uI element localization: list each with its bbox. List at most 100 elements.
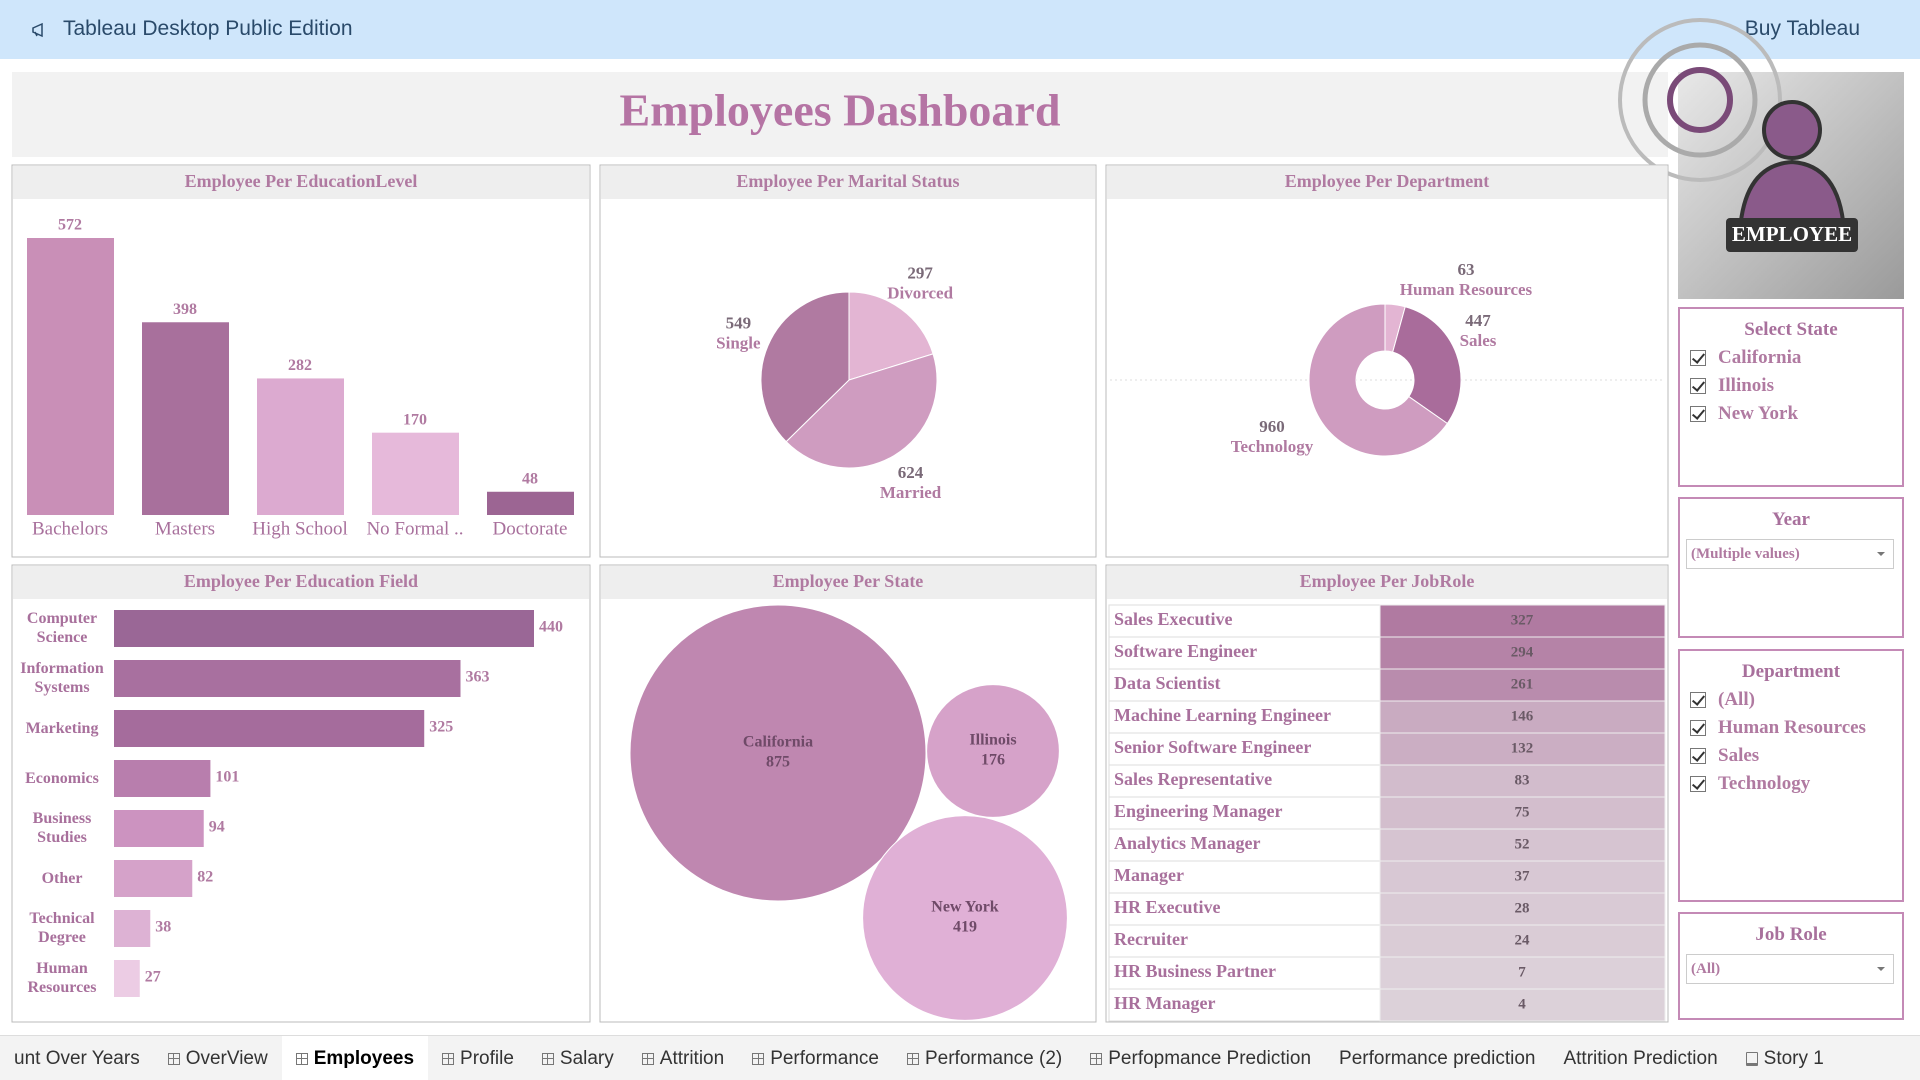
panel-header: [601, 566, 1095, 599]
bar: [142, 322, 229, 515]
row-label: Machine Learning Engineer: [1114, 705, 1331, 725]
value-label: 27: [145, 969, 161, 986]
y-label-box: Information Systems: [20, 660, 104, 696]
value-cell: [1379, 732, 1666, 766]
sheet-tabs: unt Over Years OverView Employees Profile Sa…: [0, 1035, 1920, 1080]
cell-value: 83: [1515, 772, 1530, 788]
tab-label[interactable]: OverView: [185, 1047, 268, 1069]
checkbox[interactable]: [1690, 378, 1706, 394]
x-tick-label: High School: [252, 518, 348, 539]
name-cell: [1108, 956, 1381, 990]
checkbox[interactable]: [1690, 350, 1706, 366]
cell-value: 7: [1518, 964, 1526, 980]
option-label[interactable]: Technology: [1718, 773, 1811, 794]
bar: [114, 810, 204, 847]
option-label[interactable]: Human Resources: [1718, 717, 1866, 738]
sheet-tab[interactable]: Performance: [738, 1036, 893, 1080]
sheet-tab[interactable]: Profile: [428, 1036, 528, 1080]
tab-label[interactable]: Performance prediction: [1339, 1047, 1536, 1069]
chart-panel: Employee Per JobRole Sales Executive 327 So…: [1105, 564, 1669, 1023]
cell-value: 327: [1511, 612, 1534, 628]
option-label[interactable]: Illinois: [1718, 375, 1774, 396]
tab-label[interactable]: Profile: [460, 1047, 514, 1069]
value-cell: [1379, 860, 1666, 894]
dropdown[interactable]: (All): [1686, 954, 1894, 984]
sheet-tab[interactable]: OverView: [154, 1036, 282, 1080]
bar: [114, 760, 211, 797]
tab-label[interactable]: Perfopmance Prediction: [1108, 1047, 1312, 1069]
filter-title: Year: [1772, 509, 1810, 530]
bar: [257, 378, 344, 515]
filter-option[interactable]: New York: [1690, 403, 1902, 425]
chart-panel: Employee Per EducationLevel 572 Bachelors 3…: [11, 164, 591, 558]
filter-option[interactable]: Illinois: [1690, 375, 1902, 397]
checkbox[interactable]: [1690, 748, 1706, 764]
y-tick-label: Business Studies: [32, 810, 92, 846]
slice-value: 624: [898, 463, 924, 482]
slice-value: 960: [1259, 417, 1285, 436]
filter-option[interactable]: (All): [1690, 689, 1902, 711]
value-label: 440: [539, 619, 563, 636]
filter-option[interactable]: California: [1690, 347, 1902, 369]
sheet-tab[interactable]: Performance prediction: [1325, 1036, 1549, 1080]
sheet-tab[interactable]: Attrition Prediction: [1549, 1036, 1731, 1080]
tab-label[interactable]: Performance: [770, 1047, 879, 1069]
tab-label[interactable]: Salary: [559, 1047, 614, 1069]
checkbox[interactable]: [1690, 720, 1706, 736]
top-bar: Tableau Desktop Public Edition Buy Table…: [0, 0, 1920, 59]
title-panel: [12, 72, 1668, 157]
filter-option[interactable]: Technology: [1690, 773, 1902, 795]
checkbox[interactable]: [1690, 776, 1706, 792]
filter-option[interactable]: Human Resources: [1690, 717, 1902, 739]
panel-header: [601, 166, 1095, 199]
app-icon: [32, 22, 43, 38]
panel-header: [1107, 566, 1667, 599]
option-label[interactable]: (All): [1718, 689, 1755, 710]
cell-value: 24: [1515, 932, 1531, 948]
option-label[interactable]: California: [1718, 347, 1802, 368]
row-label: Sales Executive: [1114, 609, 1233, 629]
slice: [1392, 306, 1462, 425]
cell-value: 37: [1515, 868, 1531, 884]
chart-title: Employee Per State: [773, 571, 924, 591]
slice-label: Married: [880, 483, 942, 502]
bubble: [629, 604, 927, 902]
slice-label: Divorced: [887, 283, 953, 302]
dropdown[interactable]: (Multiple values): [1686, 539, 1894, 569]
tab-label[interactable]: Story 1: [1763, 1047, 1824, 1069]
filter-option[interactable]: Sales: [1690, 745, 1902, 767]
value-cell: [1379, 796, 1666, 830]
y-label-box: Economics: [25, 770, 99, 787]
sheet-tab[interactable]: Performance (2): [893, 1036, 1076, 1080]
option-label[interactable]: Sales: [1718, 745, 1760, 766]
tab-label[interactable]: unt Over Years: [14, 1047, 140, 1069]
sheet-tab[interactable]: unt Over Years: [0, 1036, 154, 1080]
chart-panel: Employee Per Education Field 440 Computer …: [11, 564, 591, 1023]
chart-title: Employee Per Marital Status: [736, 171, 959, 191]
filter-panel: Department (All) Human Resources Sales Techn…: [1678, 649, 1904, 902]
value-label: 82: [197, 869, 213, 886]
slice-value: 447: [1465, 311, 1491, 330]
checkbox[interactable]: [1690, 406, 1706, 422]
sheet-tab[interactable]: Employees: [281, 1036, 429, 1080]
y-label-box: Human Resources: [27, 960, 96, 996]
option-label[interactable]: New York: [1718, 403, 1799, 424]
checkbox[interactable]: [1690, 692, 1706, 708]
buy-link[interactable]: Buy Tableau: [1744, 17, 1860, 40]
tab-label[interactable]: Performance (2): [924, 1047, 1063, 1069]
filter-title: Department: [1741, 661, 1841, 682]
tab-label[interactable]: Attrition Prediction: [1563, 1047, 1718, 1069]
bar: [114, 660, 461, 697]
slice-label: Human Resources: [1400, 280, 1533, 299]
sheet-tab[interactable]: Story 1: [1732, 1036, 1838, 1080]
bar: [114, 960, 140, 997]
sheet-tab[interactable]: Salary: [528, 1036, 628, 1080]
x-tick-label: Masters: [155, 518, 215, 539]
tab-label[interactable]: Employees: [313, 1047, 415, 1069]
cell-value: 52: [1515, 836, 1530, 852]
slice: [848, 291, 934, 381]
sheet-tab[interactable]: Attrition: [628, 1036, 738, 1080]
sheet-tab[interactable]: Perfopmance Prediction: [1076, 1036, 1325, 1080]
tab-label[interactable]: Attrition: [659, 1047, 725, 1069]
bar: [27, 238, 114, 515]
